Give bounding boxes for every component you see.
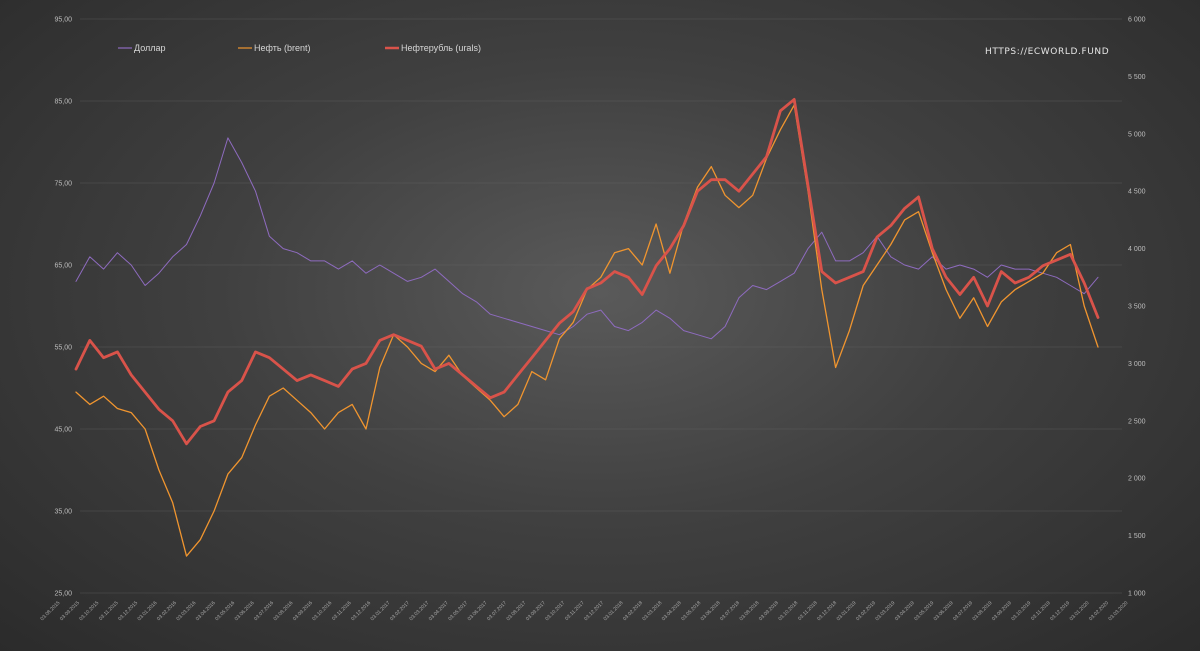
y-right-tick-label: 3 500 <box>1128 304 1146 311</box>
x-tick-label: 03.03.2017 <box>408 600 430 622</box>
x-tick-label: 03.01.2017 <box>370 600 392 622</box>
x-tick-label: 03.05.2017 <box>447 600 469 622</box>
y-left-tick-label: 45,00 <box>54 427 72 434</box>
x-tick-label: 03.09.2019 <box>991 600 1013 622</box>
x-tick-label: 03.10.2016 <box>311 600 333 622</box>
legend-label: Нефть (brent) <box>254 43 311 53</box>
x-tick-label: 03.09.2017 <box>525 600 547 622</box>
x-tick-label: 03.02.2016 <box>156 600 178 622</box>
watermark-text: HTTPS://ECWORLD.FUND <box>985 47 1109 57</box>
legend: Доллар Нефть (brent) Нефтерубль (urals) <box>118 43 481 53</box>
y-left-tick-label: 25,00 <box>54 591 72 598</box>
x-tick-label: 03.06.2016 <box>234 600 256 622</box>
x-tick-label: 03.08.2019 <box>972 600 994 622</box>
x-tick-label: 03.10.2019 <box>1010 600 1032 622</box>
y-right-tick-label: 3 000 <box>1128 361 1146 368</box>
x-tick-label: 03.04.2019 <box>894 600 916 622</box>
x-tick-label: 03.02.2017 <box>389 600 411 622</box>
x-tick-label: 03.09.2018 <box>758 600 780 622</box>
y-right-tick-label: 2 500 <box>1128 418 1146 425</box>
y-right-tick-label: 1 500 <box>1128 533 1146 540</box>
x-tick-label: 03.07.2019 <box>952 600 974 622</box>
x-tick-label: 03.01.2020 <box>1069 600 1091 622</box>
series-line-1 <box>75 137 1099 340</box>
x-tick-label: 03.07.2018 <box>719 600 741 622</box>
x-tick-label: 03.10.2015 <box>78 600 100 622</box>
y-right-tick-label: 4 500 <box>1128 189 1146 196</box>
y-left-tick-label: 35,00 <box>54 509 72 516</box>
x-tick-label: 03.10.2017 <box>544 600 566 622</box>
x-tick-label: 03.12.2018 <box>816 600 838 622</box>
legend-label: Доллар <box>134 43 166 53</box>
x-tick-label: 03.02.2018 <box>622 600 644 622</box>
y-right-tick-label: 6 000 <box>1128 17 1146 24</box>
x-tick-label: 03.07.2017 <box>486 600 508 622</box>
x-tick-label: 03.06.2019 <box>933 600 955 622</box>
y-left-tick-label: 55,00 <box>54 345 72 352</box>
x-tick-label: 03.08.2017 <box>506 600 528 622</box>
y-right-tick-label: 4 000 <box>1128 246 1146 253</box>
series-line-2 <box>75 104 1099 557</box>
x-tick-label: 03.04.2016 <box>195 600 217 622</box>
x-tick-label: 03.08.2015 <box>39 600 61 622</box>
x-tick-label: 03.04.2017 <box>428 600 450 622</box>
x-tick-label: 03.02.2019 <box>855 600 877 622</box>
x-tick-label: 03.05.2018 <box>680 600 702 622</box>
x-tick-label: 03.07.2016 <box>253 600 275 622</box>
x-tick-label: 03.08.2016 <box>272 600 294 622</box>
x-tick-label: 03.12.2016 <box>350 600 372 622</box>
legend-label: Нефтерубль (urals) <box>401 43 481 53</box>
y-right-tick-label: 5 000 <box>1128 131 1146 138</box>
x-tick-label: 03.09.2016 <box>292 600 314 622</box>
x-tick-label: 03.02.2020 <box>1088 600 1110 622</box>
y-left-tick-label: 95,00 <box>54 17 72 24</box>
x-tick-label: 03.01.2016 <box>137 600 159 622</box>
y-left-tick-label: 85,00 <box>54 99 72 106</box>
x-tick-label: 03.05.2019 <box>913 600 935 622</box>
x-tick-label: 03.12.2019 <box>1049 600 1071 622</box>
x-tick-label: 03.12.2015 <box>117 600 139 622</box>
x-tick-label: 03.06.2018 <box>700 600 722 622</box>
x-tick-label: 03.03.2016 <box>175 600 197 622</box>
x-tick-label: 03.08.2018 <box>739 600 761 622</box>
x-tick-label: 03.05.2016 <box>214 600 236 622</box>
y-right-tick-label: 5 500 <box>1128 74 1146 81</box>
x-tick-label: 03.03.2019 <box>874 600 896 622</box>
y-left-tick-label: 75,00 <box>54 181 72 188</box>
x-tick-label: 03.09.2015 <box>59 600 81 622</box>
x-tick-label: 03.04.2018 <box>661 600 683 622</box>
y-right-tick-label: 1 000 <box>1128 591 1146 598</box>
x-tick-label: 03.01.2019 <box>836 600 858 622</box>
y-right-tick-label: 2 000 <box>1128 476 1146 483</box>
x-tick-label: 03.12.2017 <box>583 600 605 622</box>
x-tick-label: 03.10.2018 <box>777 600 799 622</box>
y-left-tick-label: 65,00 <box>54 263 72 270</box>
x-tick-label: 03.06.2017 <box>467 600 489 622</box>
x-tick-label: 03.03.2018 <box>641 600 663 622</box>
x-tick-label: 03.03.2020 <box>1107 600 1129 622</box>
x-tick-label: 03.01.2018 <box>603 600 625 622</box>
series-line-3 <box>74 98 1100 446</box>
